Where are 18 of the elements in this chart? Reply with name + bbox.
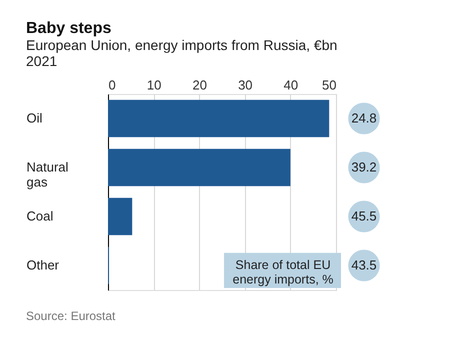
text: 45.5 xyxy=(351,208,377,224)
x-tick-label: 10 xyxy=(146,78,162,92)
y-tick-label: Oil xyxy=(26,110,42,126)
text: 43.5 xyxy=(351,258,377,272)
y-tick-label: Natural gas xyxy=(26,160,69,190)
y-tick-label: Other xyxy=(26,258,60,272)
x-tick-label: 0 xyxy=(108,78,116,92)
annotation: Share of total EU energy imports, % xyxy=(232,258,334,286)
chart-subtitle: European Union, energy imports from Russia, €bn 2021 xyxy=(26,37,338,69)
y-tick-label: Coal xyxy=(26,208,54,224)
x-tick-label: 50 xyxy=(322,78,336,92)
x-tick-label: 40 xyxy=(284,78,298,92)
source-note: Source: Eurostat xyxy=(26,309,116,323)
chart-title: Baby steps xyxy=(26,20,112,37)
text: 39.2 xyxy=(351,160,377,174)
text: 24.8 xyxy=(351,110,377,126)
x-tick-label: 30 xyxy=(238,78,253,92)
x-tick-label: 20 xyxy=(192,78,207,92)
